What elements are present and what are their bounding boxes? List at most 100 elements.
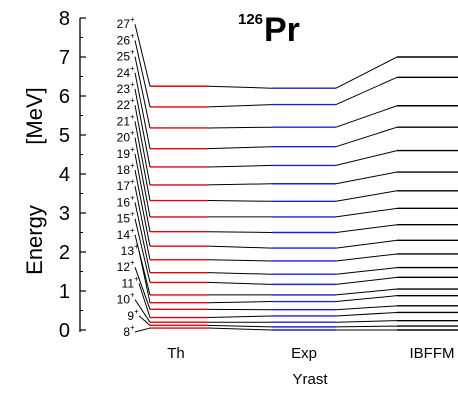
connector-exp-ibffm [335, 325, 398, 328]
level-10: 10 + [117, 291, 458, 323]
parity-sign: + [130, 112, 135, 121]
label-leader [134, 153, 151, 232]
level-17: 17 + [117, 177, 458, 262]
parity-sign: + [130, 48, 135, 57]
label-leader [134, 56, 151, 129]
chart-title-element: Pr [264, 11, 300, 49]
column-labels: Th Exp IBFFM [167, 345, 454, 362]
spin-label: 20 [117, 131, 131, 145]
connector-th-exp [207, 104, 273, 108]
parity-sign: + [130, 258, 135, 267]
connector-exp-ibffm [335, 207, 398, 218]
label-leader [134, 72, 151, 149]
connector-exp-ibffm [335, 105, 398, 128]
spin-label: 9 [127, 309, 134, 323]
spin-label: 14 [117, 228, 131, 242]
connector-th-exp [207, 301, 273, 304]
level-20: 20 + [117, 129, 458, 218]
parity-sign: + [130, 96, 135, 105]
y-tick-label: 6 [59, 86, 70, 108]
y-tick-label: 5 [59, 125, 70, 147]
spin-label: 12 [117, 260, 131, 274]
connector-th-exp [207, 164, 273, 168]
label-leader [134, 24, 151, 87]
connector-th-exp [207, 200, 273, 202]
column-label-exp: Exp [291, 345, 317, 362]
parity-sign: + [130, 291, 135, 300]
connector-exp-ibffm [335, 288, 398, 296]
parity-sign: + [134, 307, 139, 316]
column-label-ibffm: IBFFM [410, 345, 455, 362]
connector-th-exp [207, 259, 273, 262]
connector-th-exp [207, 85, 273, 89]
column-label-th: Th [167, 345, 185, 362]
connector-th-exp [207, 126, 273, 129]
x-axis-label: Yrast [292, 371, 328, 388]
parity-sign: + [134, 242, 139, 251]
y-tick-label: 8 [59, 8, 70, 30]
label-leader [134, 169, 151, 247]
connector-exp-ibffm [335, 305, 398, 311]
level-25: 25 + [117, 48, 458, 129]
y-tick-label: 0 [59, 320, 70, 342]
label-leader [134, 186, 151, 260]
label-leader [134, 267, 151, 310]
level-11: 11 + [122, 274, 458, 319]
level-27: 27 + [117, 15, 458, 89]
chart-title-mass: 126 [238, 11, 263, 28]
y-tick-label: 7 [59, 47, 70, 69]
connector-exp-ibffm [335, 171, 398, 185]
spin-label: 27 [117, 17, 131, 31]
level-15: 15 + [117, 210, 458, 286]
label-leader [134, 40, 151, 108]
label-leader [134, 234, 151, 296]
level-26: 26 + [117, 31, 458, 108]
spin-label: 8 [123, 325, 130, 339]
level-18: 18 + [117, 161, 458, 249]
parity-sign: + [130, 177, 135, 186]
spin-label: 15 [117, 212, 131, 226]
spin-label: 23 [117, 82, 131, 96]
connector-th-exp [207, 324, 273, 328]
y-axis-label-unit: [MeV] [22, 87, 47, 144]
spin-label: 26 [117, 33, 131, 47]
spin-label: 21 [117, 114, 131, 128]
level-23: 23 + [117, 80, 458, 168]
label-leader [134, 105, 151, 186]
spin-label: 22 [117, 98, 131, 112]
level-9: 9 + [127, 307, 458, 328]
y-tick-label: 3 [59, 203, 70, 225]
label-leader [134, 299, 151, 323]
spin-label: 17 [117, 179, 131, 193]
connector-th-exp [207, 245, 273, 249]
label-leader [134, 202, 151, 273]
level-16: 16 + [117, 193, 458, 275]
level-12: 12 + [117, 258, 458, 311]
levels: 8 +9 +10 +11 +12 +13 +14 +15 +16 +17 +18 +19 +20 +21 +… [117, 15, 458, 339]
connector-th-exp [207, 146, 273, 150]
connector-exp-ibffm [335, 126, 398, 148]
level-24: 24 + [117, 64, 458, 150]
parity-sign: + [130, 226, 135, 235]
spin-label: 13 [121, 244, 135, 258]
connector-th-exp [207, 231, 273, 233]
parity-sign: + [130, 64, 135, 73]
spin-label: 24 [117, 66, 131, 80]
parity-sign: + [134, 274, 139, 283]
connector-exp-ibffm [335, 224, 398, 233]
label-leader [138, 315, 151, 326]
level-8: 8 + [123, 323, 458, 339]
spin-label: 16 [117, 195, 131, 209]
connector-exp-ibffm [335, 320, 398, 323]
connector-th-exp [207, 315, 273, 319]
y-axis: 0 1 2 3 4 5 6 7 8 [59, 8, 86, 342]
label-leader [138, 283, 151, 318]
label-leader [134, 137, 151, 217]
y-tick-label: 1 [59, 281, 70, 303]
connector-exp-ibffm [335, 76, 398, 106]
connector-exp-ibffm [335, 311, 398, 317]
y-axis-label-word: Energy [22, 205, 47, 275]
level-19: 19 + [117, 145, 458, 234]
connector-exp-ibffm [335, 56, 398, 89]
label-leader [134, 218, 151, 283]
